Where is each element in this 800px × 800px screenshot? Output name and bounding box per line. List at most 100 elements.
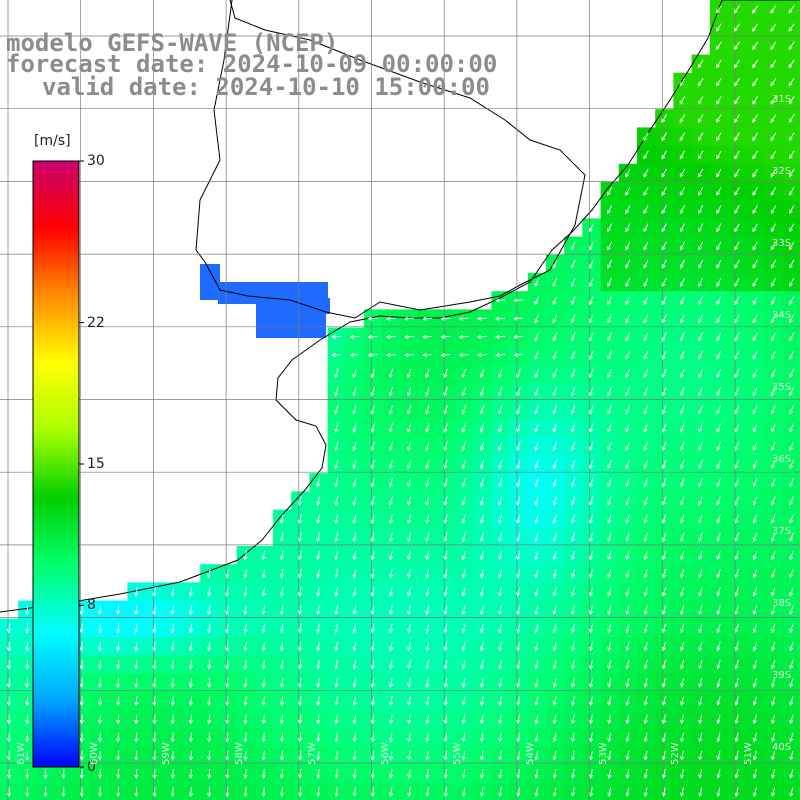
wind-arrow: [116, 750, 121, 761]
wind-arrow: [7, 750, 12, 761]
wind-arrow: [716, 205, 722, 214]
wind-arrow: [734, 532, 740, 542]
wind-arrow: [407, 732, 412, 743]
wind-arrow: [352, 405, 357, 415]
wind-arrow: [370, 550, 375, 561]
wind-arrow: [461, 477, 466, 488]
wind-arrow: [770, 314, 776, 324]
wind-arrow: [697, 132, 704, 142]
wind-arrow: [697, 59, 704, 69]
wind-arrow: [79, 714, 84, 725]
wind-arrow: [534, 659, 539, 670]
wind-arrow: [261, 550, 266, 561]
wind-arrow: [789, 769, 794, 779]
wind-arrow: [552, 550, 557, 561]
wind-arrow: [534, 750, 539, 761]
wind-arrow: [116, 623, 121, 634]
wind-arrow: [734, 368, 740, 379]
wind-arrow: [261, 568, 266, 579]
wind-arrow: [552, 732, 557, 743]
wind-arrow: [752, 350, 758, 360]
wind-arrow: [679, 296, 685, 306]
wind-arrow: [279, 677, 284, 688]
wind-arrow: [534, 605, 539, 616]
latitude-label: 32S: [772, 165, 792, 177]
wind-arrow: [498, 459, 503, 470]
wind-arrow: [734, 641, 739, 652]
wind-arrow: [134, 623, 139, 634]
wind-arrow: [516, 386, 521, 397]
wind-arrow: [188, 714, 193, 725]
wind-arrow: [279, 641, 284, 652]
wind-arrow: [243, 714, 248, 725]
wind-arrow: [225, 732, 230, 743]
wind-arrow: [661, 296, 667, 306]
wind-arrow: [716, 605, 721, 615]
wind-arrow: [6, 659, 12, 670]
wind-arrow: [458, 352, 469, 358]
wind-arrow: [679, 114, 686, 124]
wind-arrow: [443, 769, 448, 779]
wind-arrow: [534, 277, 540, 288]
wind-arrow: [352, 623, 357, 634]
wind-arrow: [625, 314, 631, 324]
wind-arrow: [261, 641, 266, 652]
wind-arrow: [752, 114, 759, 123]
wind-arrow: [461, 568, 466, 579]
wind-arrow: [734, 732, 739, 743]
wind-arrow: [534, 386, 539, 397]
wind-arrow: [643, 623, 648, 634]
wind-arrow: [716, 477, 721, 488]
wind-arrow: [679, 477, 685, 488]
wind-arrow: [407, 568, 412, 579]
wind-arrow: [607, 677, 612, 688]
wind-arrow: [279, 587, 284, 597]
wind-arrow: [788, 23, 795, 32]
wind-arrow: [643, 550, 648, 561]
wind-arrow: [770, 223, 777, 233]
wind-arrow: [407, 477, 412, 488]
wind-arrow: [79, 787, 84, 798]
wind-arrow: [498, 532, 503, 543]
wind-arrow: [788, 132, 795, 142]
wind-arrow: [297, 623, 303, 634]
wind-arrow: [443, 423, 448, 433]
wind-arrow: [716, 423, 722, 433]
wind-arrow: [188, 677, 193, 688]
wind-arrow: [588, 459, 594, 470]
wind-arrow: [370, 678, 375, 688]
wind-arrow: [152, 732, 157, 743]
wind-arrow: [716, 568, 721, 579]
wind-arrow: [679, 350, 685, 360]
wind-arrow: [316, 732, 321, 743]
wind-arrow: [789, 296, 795, 306]
wind-arrow: [734, 550, 740, 561]
longitude-label: 52W: [670, 742, 682, 765]
wind-arrow: [716, 59, 722, 69]
wind-arrow: [498, 696, 503, 707]
wind-arrow: [661, 459, 667, 470]
wind-arrow: [789, 514, 794, 524]
wind-arrow: [789, 678, 794, 688]
wind-arrow: [716, 114, 722, 123]
wind-arrow: [6, 641, 12, 652]
wind-arrow: [170, 677, 175, 688]
wind-arrow: [788, 77, 795, 87]
wind-arrow: [752, 568, 758, 579]
wind-arrow: [495, 298, 506, 303]
wind-arrow: [734, 423, 740, 433]
wind-arrow: [789, 459, 794, 470]
wind-arrow: [352, 368, 357, 379]
wind-arrow: [570, 568, 576, 579]
wind-arrow: [534, 405, 539, 415]
wind-arrow: [588, 405, 594, 415]
wind-arrow: [516, 787, 521, 798]
wind-arrow: [752, 787, 757, 798]
wind-arrow: [716, 659, 721, 670]
wind-arrow: [589, 641, 594, 652]
wind-arrow: [443, 678, 448, 688]
wind-arrow: [261, 768, 266, 779]
wind-arrow: [661, 659, 666, 670]
wind-arrow: [352, 714, 357, 725]
wind-arrow: [479, 732, 485, 743]
